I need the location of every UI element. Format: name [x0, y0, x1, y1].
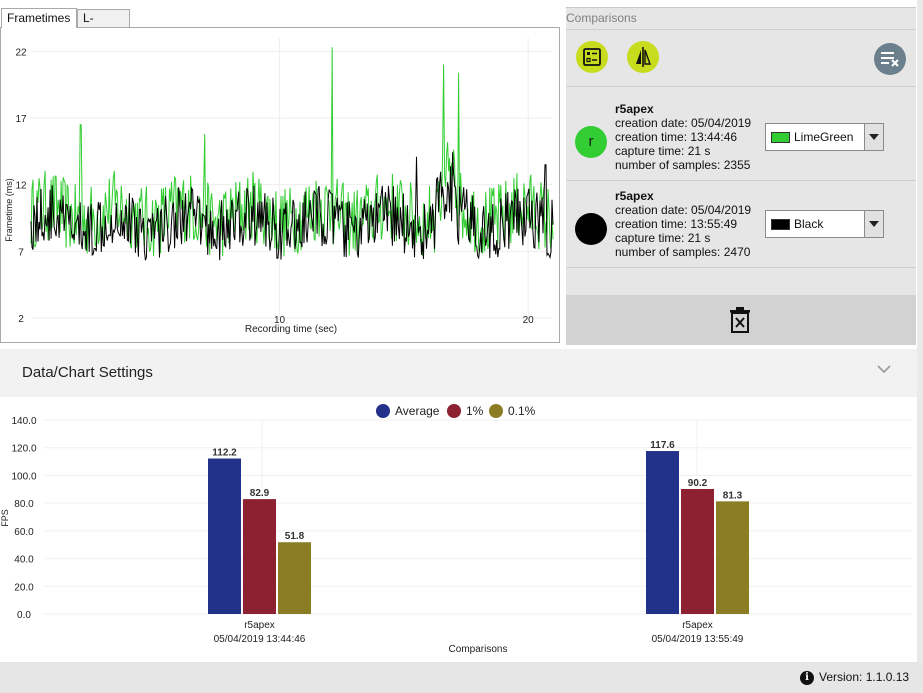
legend-label: 1%: [466, 404, 484, 418]
frametime-x-tick: 10: [274, 315, 286, 326]
settings-title: Data/Chart Settings: [22, 364, 153, 381]
frametime-y-tick: 22: [15, 47, 27, 58]
color-select[interactable]: Black: [765, 210, 884, 238]
bar: [681, 489, 714, 614]
legend-marker: [376, 404, 390, 418]
swap-button[interactable]: [627, 41, 659, 73]
frametime-y-tick: 7: [18, 247, 24, 258]
legend-label: Average: [395, 404, 440, 418]
bar-y-tick: 120.0: [11, 444, 36, 455]
bar-value-label: 81.3: [723, 490, 743, 501]
frametime-chart: Frametime (ms) Recording time (sec) 22 17…: [4, 38, 554, 335]
tab-frametimes[interactable]: Frametimes: [1, 8, 77, 28]
fps-bar-chart-area: Average 1% 0.1% 140.0 120.0 100.0 80.0 60.0 40.…: [0, 398, 917, 662]
frametime-chart-panel: Frametime (ms) Recording time (sec) 22 17…: [0, 27, 560, 343]
tab-l-shape[interactable]: L-shape: [77, 9, 130, 42]
record-creation-time: creation time: 13:55:49: [615, 217, 738, 231]
bar-y-tick: 60.0: [14, 527, 34, 538]
bar: [646, 451, 679, 614]
bar-y-tick: 40.0: [14, 555, 34, 566]
delete-button[interactable]: [729, 307, 751, 338]
record-marker: r: [575, 126, 607, 158]
record-samples: number of samples: 2355: [615, 158, 751, 172]
bar-y-tick: 20.0: [14, 582, 34, 593]
legend-label: 0.1%: [508, 404, 536, 418]
select-records-button[interactable]: [576, 41, 608, 73]
color-select-value: Black: [794, 217, 824, 231]
record-marker: [575, 213, 607, 245]
legend-marker: [447, 404, 461, 418]
bar-value-label: 112.2: [212, 448, 237, 459]
frametime-x-tick: 20: [523, 315, 535, 326]
frametime-y-tick: 12: [15, 181, 27, 192]
legend-marker: [489, 404, 503, 418]
bar: [278, 542, 311, 614]
bar-value-label: 117.6: [650, 440, 675, 451]
frametime-series-line: [30, 152, 554, 261]
record-creation-date: creation date: 05/04/2019: [615, 116, 752, 130]
frametime-y-tick: 17: [15, 114, 27, 125]
category-label: r5apex: [682, 620, 713, 631]
color-select[interactable]: LimeGreen: [765, 123, 884, 151]
frametime-ylabel: Frametime (ms): [4, 178, 14, 242]
bar-ylabel: FPS: [0, 509, 10, 527]
bar-xlabel: Comparisons: [449, 644, 508, 655]
data-chart-settings-header[interactable]: Data/Chart Settings: [0, 349, 917, 397]
bar-y-tick: 140.0: [11, 416, 36, 427]
record-creation-time: creation time: 13:44:46: [615, 130, 738, 144]
info-icon[interactable]: i: [800, 671, 814, 685]
bar: [208, 458, 241, 614]
record-samples: number of samples: 2470: [615, 245, 751, 259]
clear-list-button[interactable]: [874, 43, 906, 75]
category-date-label: 05/04/2019 13:44:46: [214, 634, 306, 645]
record-capture-time: capture time: 21 s: [615, 231, 711, 245]
dropdown-arrow-icon[interactable]: [864, 210, 884, 238]
status-footer: i Version: 1.1.0.13: [0, 662, 923, 693]
bar-value-label: 90.2: [688, 478, 708, 489]
record-capture-time: capture time: 21 s: [615, 144, 711, 158]
fps-bar-chart: Average 1% 0.1% 140.0 120.0 100.0 80.0 60.0 40.…: [0, 404, 912, 655]
comparisons-title: Comparisons: [566, 11, 637, 25]
category-date-label: 05/04/2019 13:55:49: [652, 634, 744, 645]
chevron-down-icon[interactable]: [877, 365, 891, 374]
bar-value-label: 82.9: [250, 488, 270, 499]
trash-icon: [730, 307, 750, 333]
comparison-entry: r5apex creation date: 05/04/2019 creatio…: [566, 181, 916, 267]
compare-icon: [636, 47, 651, 67]
frametime-y-tick: 2: [18, 314, 24, 325]
bar: [716, 501, 749, 614]
record-creation-date: creation date: 05/04/2019: [615, 203, 752, 217]
record-name: r5apex: [615, 189, 654, 203]
checklist-icon: [583, 48, 601, 66]
bar: [243, 499, 276, 614]
dropdown-arrow-icon[interactable]: [864, 123, 884, 151]
version-label: Version: 1.1.0.13: [819, 670, 910, 684]
delete-bar: [566, 295, 916, 345]
color-swatch: [771, 132, 790, 143]
bar-y-tick: 80.0: [14, 499, 34, 510]
bar-y-tick: 100.0: [11, 471, 36, 482]
bar-y-tick: 0.0: [17, 610, 31, 621]
bar-value-label: 51.8: [285, 531, 305, 542]
record-name: r5apex: [615, 102, 654, 116]
category-label: r5apex: [244, 620, 275, 631]
frametime-xlabel: Recording time (sec): [245, 324, 337, 335]
comparisons-panel: Comparisons r r5apex creatio: [566, 7, 916, 345]
clear-list-icon: [881, 52, 899, 67]
comparison-entry: r r5apex creation date: 05/04/2019 creat…: [566, 94, 916, 180]
color-swatch: [771, 219, 790, 230]
color-select-value: LimeGreen: [794, 130, 854, 144]
